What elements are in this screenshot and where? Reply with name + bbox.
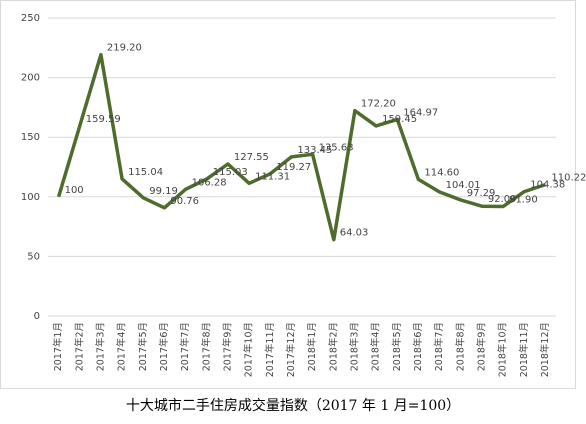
y-tick-label: 0	[34, 311, 40, 322]
x-tick-label: 2017年1月	[52, 322, 64, 371]
data-label: 119.27	[276, 162, 311, 173]
data-label: 64.03	[340, 228, 369, 239]
data-label: 219.20	[107, 43, 142, 54]
x-tick-label: 2018年8月	[454, 322, 466, 371]
y-tick-label: 250	[21, 13, 40, 24]
data-label: 159.45	[382, 114, 417, 125]
x-tick-label: 2017年11月	[264, 322, 276, 377]
x-tick-label: 2018年11月	[518, 322, 530, 377]
y-tick-label: 150	[21, 132, 40, 143]
x-tick-label: 2017年6月	[158, 322, 170, 371]
x-tick-label: 2017年4月	[116, 322, 128, 371]
x-tick-label: 2017年10月	[243, 322, 255, 377]
data-label: 90.76	[170, 196, 199, 207]
x-tick-label: 2018年5月	[391, 322, 403, 371]
chart-border	[0, 0, 576, 389]
data-label: 114.60	[424, 167, 459, 178]
data-label: 110.22	[551, 173, 586, 184]
data-label: 111.31	[255, 171, 290, 182]
x-tick-label: 2018年2月	[327, 322, 339, 371]
data-label: 133.45	[297, 145, 332, 156]
x-tick-label: 2018年4月	[370, 322, 382, 371]
data-label: 159.59	[86, 114, 121, 125]
x-tick-label: 2017年9月	[221, 322, 233, 371]
data-label: 104.01	[446, 180, 481, 191]
x-tick-label: 2017年2月	[73, 322, 85, 371]
data-line	[56, 52, 546, 242]
data-label: 127.55	[234, 152, 269, 163]
data-label: 135.63	[319, 142, 354, 153]
x-tick-label: 2017年8月	[200, 322, 212, 371]
y-tick-label: 100	[21, 192, 40, 203]
data-label: 92.09	[488, 194, 517, 205]
x-tick-label: 2018年1月	[306, 322, 318, 371]
data-label: 99.19	[149, 186, 178, 197]
data-label: 91.90	[509, 194, 538, 205]
x-tick-label: 2017年3月	[94, 322, 106, 371]
data-label: 97.29	[467, 188, 496, 199]
x-tick-label: 2017年7月	[179, 322, 191, 371]
data-label: 115.03	[213, 167, 248, 178]
x-tick-label: 2018年9月	[475, 322, 487, 371]
data-label: 172.20	[361, 99, 396, 110]
data-label: 106.28	[192, 177, 227, 188]
x-tick-label: 2017年12月	[285, 322, 297, 377]
x-tick-label: 2018年6月	[412, 322, 424, 371]
data-label: 115.04	[128, 167, 163, 178]
chart-title: 十大城市二手住房成交量指数（2017 年 1 月=100）	[126, 397, 460, 414]
x-tick-label: 2018年3月	[348, 322, 360, 371]
x-tick-label: 2018年7月	[433, 322, 445, 371]
x-tick-label: 2018年10月	[497, 322, 509, 377]
y-tick-label: 200	[21, 73, 40, 84]
data-label: 100	[65, 185, 84, 196]
y-tick-label: 50	[27, 251, 40, 262]
data-label: 104.38	[530, 180, 565, 191]
x-tick-label: 2018年12月	[539, 322, 551, 377]
x-tick-label: 2017年5月	[137, 322, 149, 371]
data-label: 164.97	[403, 107, 438, 118]
